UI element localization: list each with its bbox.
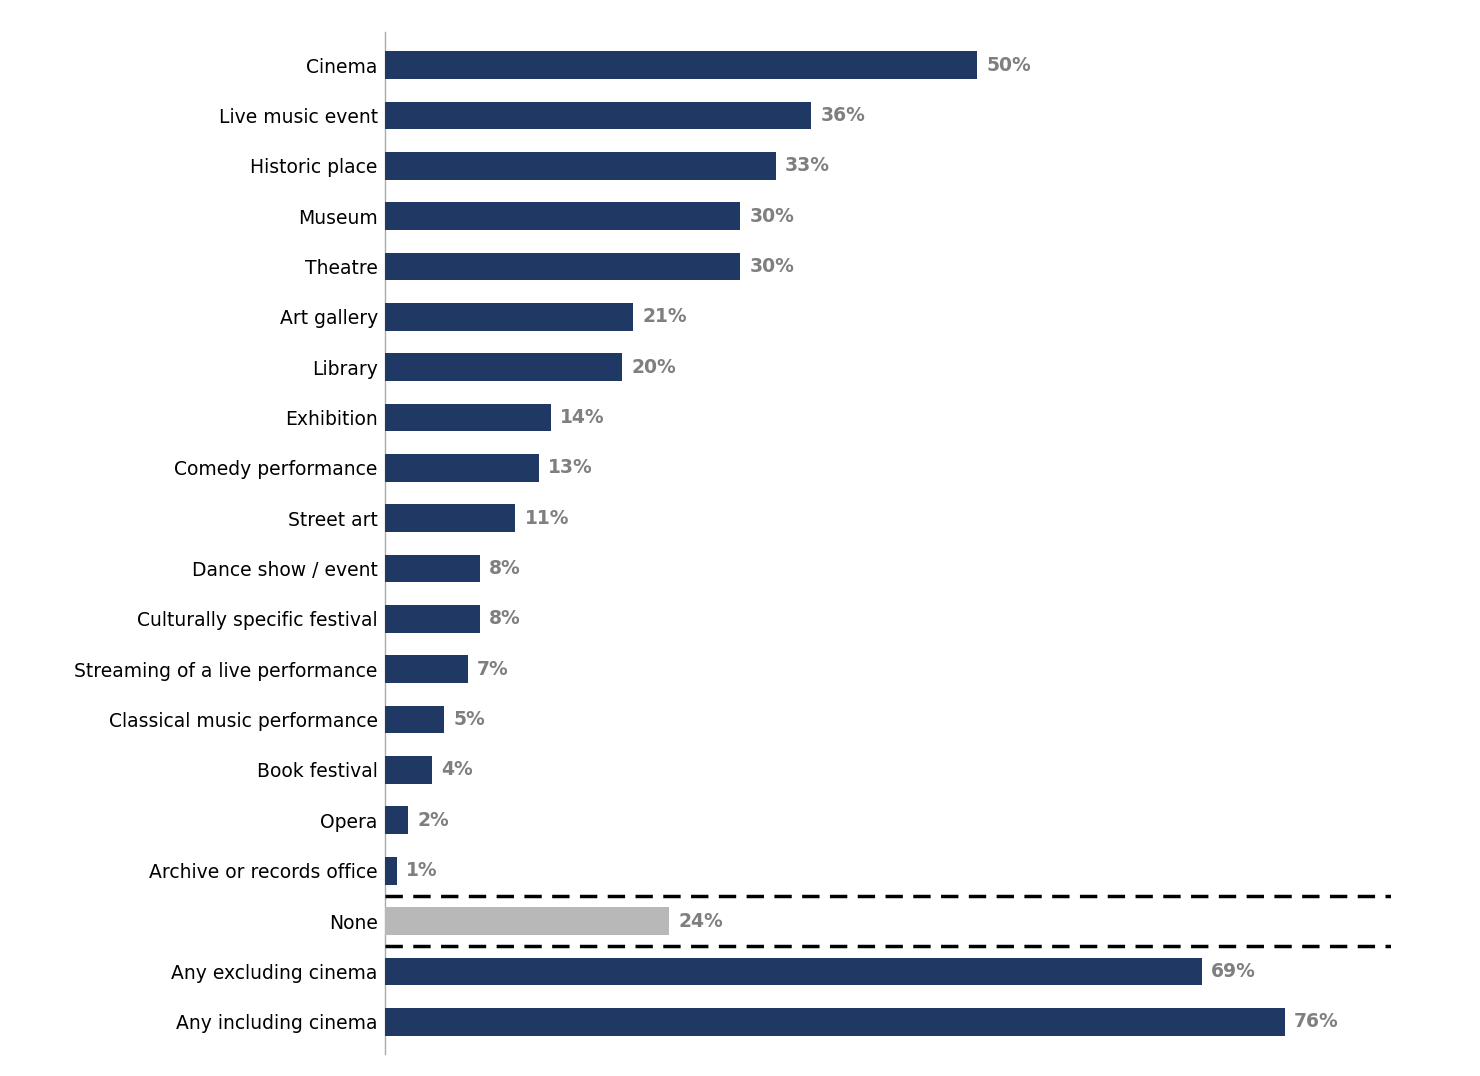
- Bar: [385, 505, 515, 532]
- Text: 69%: 69%: [1211, 962, 1257, 981]
- Text: 20%: 20%: [630, 357, 676, 377]
- Bar: [385, 353, 622, 381]
- Text: 24%: 24%: [678, 911, 724, 931]
- Bar: [385, 958, 1202, 986]
- Text: 30%: 30%: [749, 207, 795, 226]
- Bar: [385, 404, 551, 431]
- Bar: [385, 1008, 1285, 1035]
- Text: 2%: 2%: [417, 811, 450, 830]
- Bar: [385, 253, 740, 280]
- Bar: [385, 655, 468, 683]
- Text: 14%: 14%: [559, 408, 605, 427]
- Text: 50%: 50%: [986, 56, 1032, 74]
- Bar: [385, 152, 776, 180]
- Text: 33%: 33%: [784, 156, 830, 175]
- Bar: [385, 454, 539, 482]
- Bar: [385, 202, 740, 230]
- Bar: [385, 605, 480, 633]
- Bar: [385, 52, 977, 79]
- Bar: [385, 706, 444, 734]
- Text: 1%: 1%: [406, 861, 438, 880]
- Bar: [385, 807, 408, 834]
- Bar: [385, 555, 480, 582]
- Text: 13%: 13%: [548, 458, 593, 478]
- Text: 7%: 7%: [477, 660, 509, 679]
- Text: 76%: 76%: [1294, 1013, 1339, 1031]
- Bar: [385, 907, 669, 935]
- Bar: [385, 756, 432, 783]
- Text: 8%: 8%: [488, 609, 521, 628]
- Text: 8%: 8%: [488, 560, 521, 578]
- Text: 30%: 30%: [749, 257, 795, 275]
- Bar: [385, 856, 397, 884]
- Text: 21%: 21%: [642, 308, 688, 326]
- Text: 4%: 4%: [441, 761, 474, 779]
- Bar: [385, 303, 633, 330]
- Text: 5%: 5%: [453, 710, 485, 730]
- Bar: [385, 101, 811, 129]
- Text: 36%: 36%: [820, 105, 866, 125]
- Text: 11%: 11%: [524, 509, 568, 527]
